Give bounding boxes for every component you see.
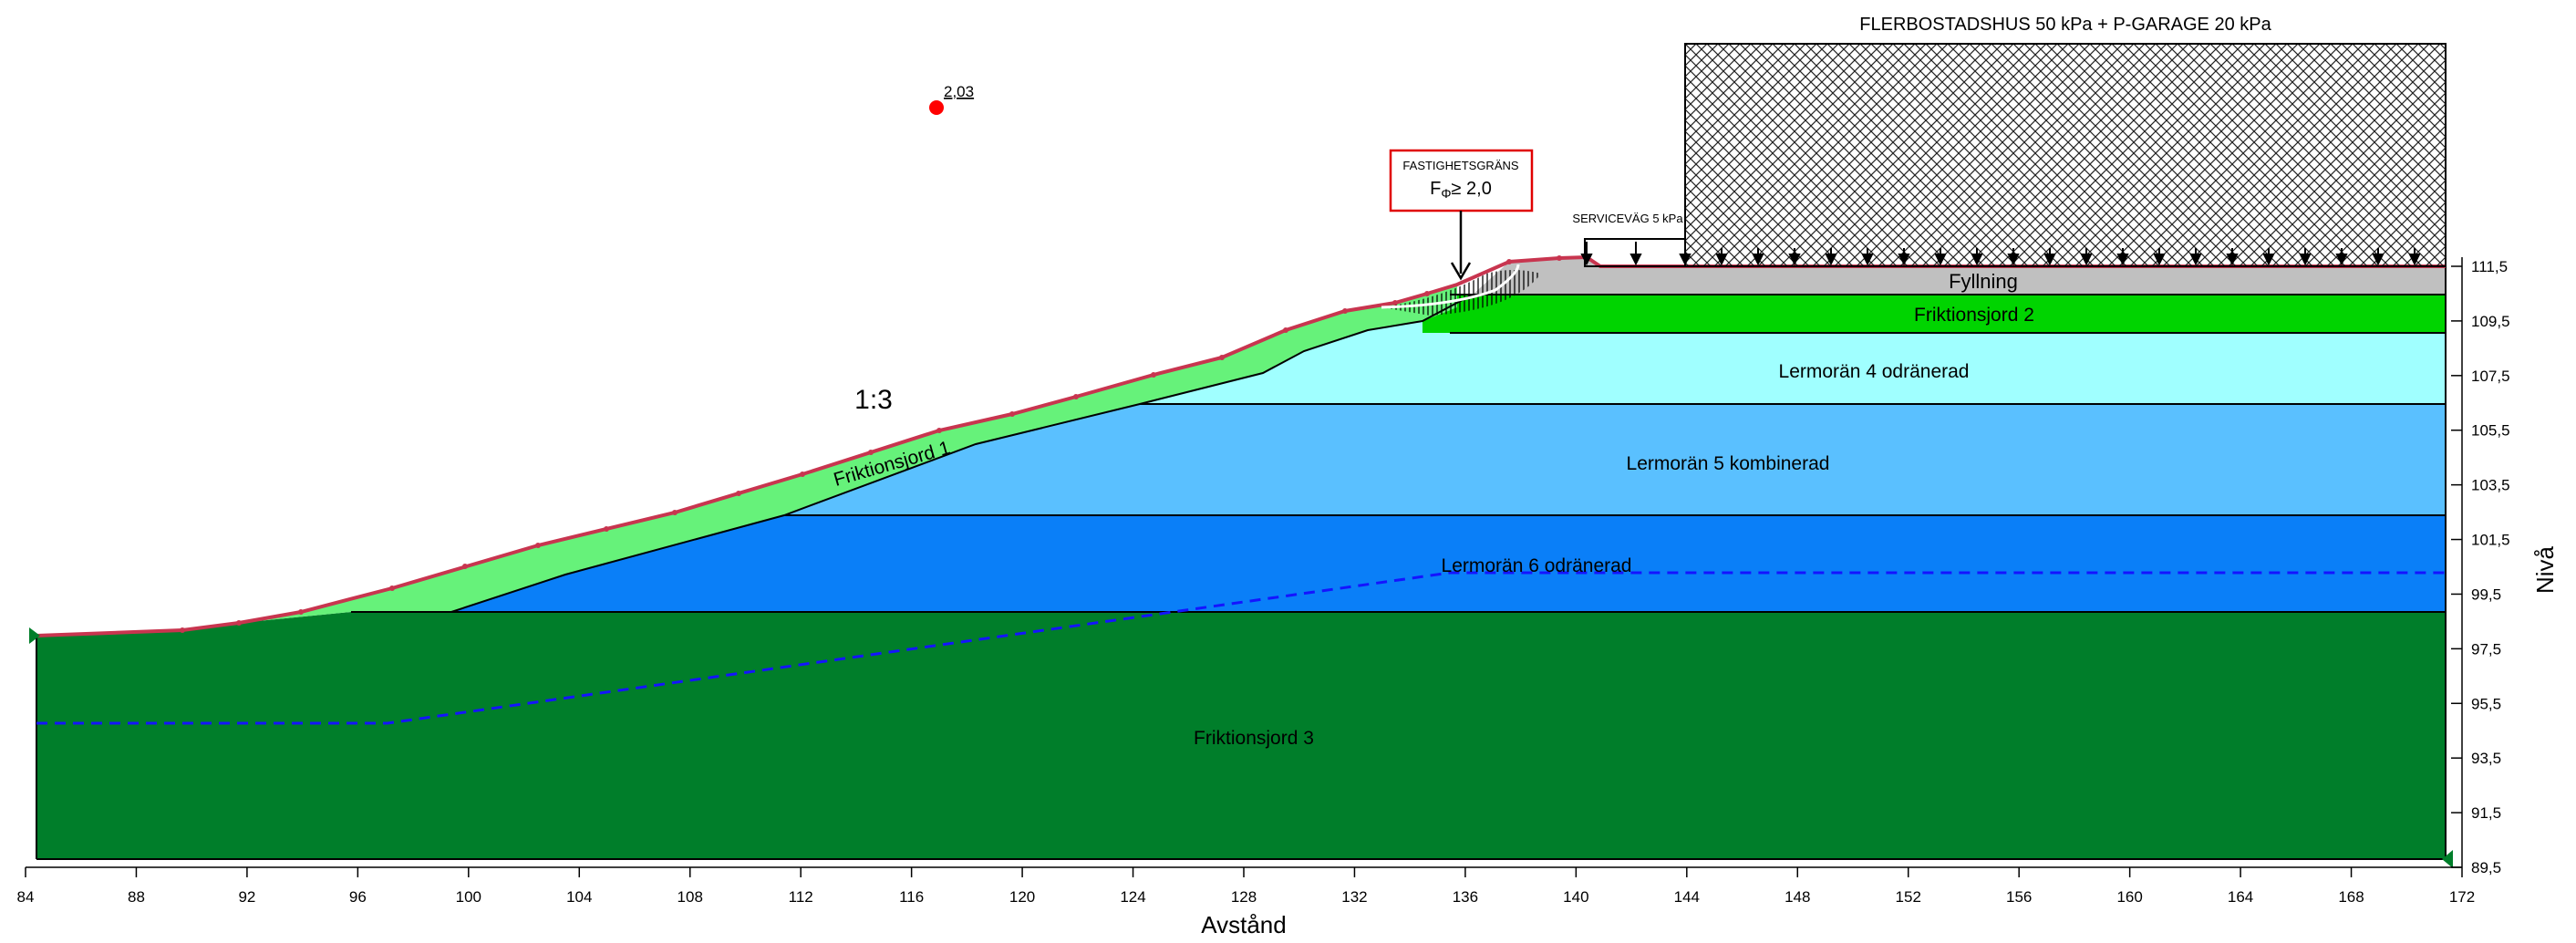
x-axis: 84 88 92 96 100 104 108 112 116 120 124 128 132 136 14… (17, 866, 2475, 906)
load-arrow-head (1898, 254, 1910, 266)
y-tick-label: 93,5 (2471, 750, 2501, 767)
load-arrow-head (2372, 254, 2385, 266)
x-tick-label: 100 (456, 888, 481, 906)
y-tick-label: 111,5 (2471, 258, 2508, 275)
x-tick-label: 116 (899, 888, 924, 906)
x-tick-label: 144 (1674, 888, 1700, 906)
load-arrow-head (1861, 254, 1874, 266)
load-arrow-head (2116, 254, 2129, 266)
x-tick-label: 108 (678, 888, 703, 906)
x-tick-label: 92 (238, 888, 255, 906)
layer-friktionsjord-3 (36, 612, 2446, 859)
x-axis-title: Avstånd (1201, 911, 1286, 938)
load-arrow-head (2189, 254, 2202, 266)
slip-circle-center-marker (929, 100, 944, 115)
load-arrow-head (2262, 254, 2275, 266)
load-arrow-head (2299, 254, 2312, 266)
layer-label-lermoran-6: Lermorän 6 odränerad (1442, 555, 1632, 576)
x-tick-label: 148 (1785, 888, 1810, 906)
surface-vertex-markers (180, 255, 1562, 633)
load-arrow-head (1752, 254, 1764, 266)
load-arrow-head (1971, 254, 1983, 266)
load-arrow-head (2080, 254, 2093, 266)
load-arrow-head (1715, 254, 1728, 266)
x-tick-label: 160 (2116, 888, 2142, 906)
y-tick-label: 89,5 (2471, 859, 2501, 876)
x-tick-label: 168 (2338, 888, 2364, 906)
load-arrow-head (2226, 254, 2239, 266)
layer-label-friktionsjord-3: Friktionsjord 3 (1194, 728, 1314, 749)
y-tick-label: 109,5 (2471, 313, 2510, 330)
slope-label: 1:3 (854, 385, 893, 415)
y-axis-title: Nivå (2531, 545, 2559, 594)
x-tick-label: 164 (2228, 888, 2253, 906)
y-tick-label: 99,5 (2471, 585, 2501, 603)
y-tick-label: 95,5 (2471, 695, 2501, 712)
layer-lermoran-4-band (1422, 333, 2446, 404)
y-tick-label: 107,5 (2471, 368, 2510, 385)
groundwater-line (36, 571, 2446, 725)
right-boundary-marker (2442, 850, 2453, 868)
load-arrow-head (2335, 254, 2348, 266)
load-label: FLERBOSTADSHUS 50 kPa + P-GARAGE 20 kPa (1859, 15, 2271, 35)
y-tick-label: 105,5 (2471, 422, 2510, 440)
x-tick-label: 152 (1896, 888, 1921, 906)
x-tick-label: 172 (2449, 888, 2475, 906)
x-tick-label: 132 (1341, 888, 1367, 906)
load-arrow-head (1788, 254, 1801, 266)
safety-requirement: FΦ≥ 2,0 (1430, 179, 1492, 201)
y-tick-label: 101,5 (2471, 532, 2510, 549)
y-axis: 89,5 91,5 93,5 95,5 97,5 99,5 101,5 103,5 105,5 1… (2451, 257, 2510, 876)
x-tick-label: 120 (1009, 888, 1035, 906)
layer-lermoran-6 (451, 515, 2446, 612)
property-boundary-title: FASTIGHETSGRÄNS (1402, 159, 1518, 172)
x-tick-label: 140 (1563, 888, 1588, 906)
x-tick-label: 88 (128, 888, 145, 906)
layer-lermoran-5 (784, 404, 2446, 515)
layer-label-friktionsjord-2: Friktionsjord 2 (1914, 305, 2034, 326)
x-tick-label: 96 (349, 888, 367, 906)
soil-layers (36, 257, 2447, 860)
layer-label-lermoran-4: Lermorän 4 odränerad (1779, 361, 1970, 382)
load-arrow-head (1934, 254, 1947, 266)
y-tick-label: 91,5 (2471, 804, 2501, 822)
layer-friktionsjord-2-band (1450, 295, 2446, 333)
building-load-area (1684, 43, 2447, 267)
slip-surface-outline (1381, 264, 1520, 309)
x-tick-label: 84 (17, 888, 35, 906)
service-road-load (1584, 238, 1686, 267)
x-tick-label: 128 (1231, 888, 1257, 906)
x-tick-label: 124 (1120, 888, 1145, 906)
x-tick-label: 112 (789, 888, 813, 906)
property-boundary-box: FASTIGHETSGRÄNS FΦ≥ 2,0 (1389, 149, 1534, 281)
load-arrow-head (2153, 254, 2166, 266)
x-tick-label: 156 (2006, 888, 2032, 906)
layer-label-lermoran-5: Lermorän 5 kombinerad (1627, 453, 1830, 474)
load-arrow-head (1825, 254, 1837, 266)
x-tick-label: 136 (1453, 888, 1478, 906)
y-tick-label: 97,5 (2471, 640, 2501, 658)
y-tick-label: 103,5 (2471, 477, 2510, 494)
load-arrow-head (2043, 254, 2056, 266)
layer-label-fyllning: Fyllning (1949, 270, 2018, 293)
service-road-label: SERVICEVÄG 5 kPa (1572, 212, 1683, 225)
left-boundary-marker (29, 627, 40, 644)
load-arrow-head (1629, 254, 1642, 266)
load-arrow-head (2007, 254, 2020, 266)
x-tick-label: 104 (566, 888, 592, 906)
load-arrow-head (2408, 254, 2421, 266)
safety-factor-label: 2,03 (944, 83, 974, 100)
